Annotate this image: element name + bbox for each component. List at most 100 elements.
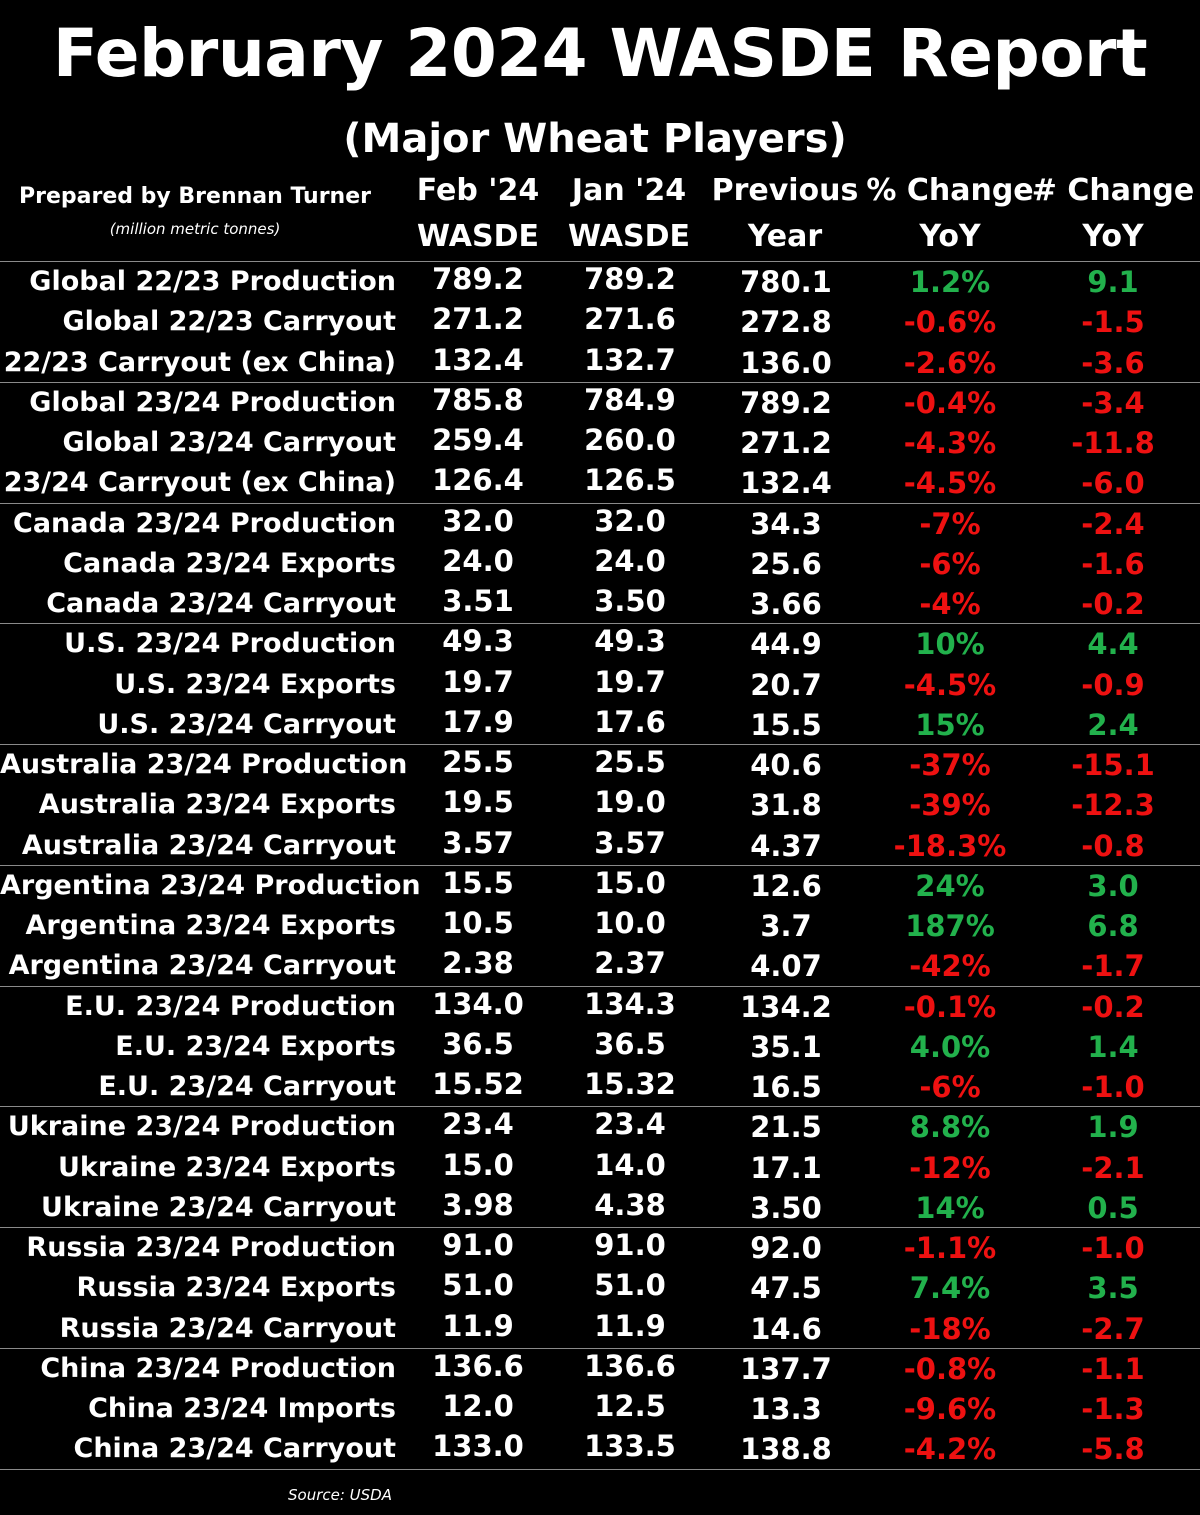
cell-previous-year: 14.6 [750,1311,822,1346]
cell-jan-wasde: 36.5 [594,1026,666,1061]
cell-jan-wasde: 784.9 [584,382,676,417]
cell-pct-change: -0.4% [903,385,997,420]
table-row: Russia 23/24 Production 91.0 91.0 92.0 -1.1%… [0,1228,1200,1268]
group-divider [0,1468,1200,1470]
row-label: U.S. 23/24 Production [64,628,396,660]
cell-previous-year: 20.7 [750,667,822,702]
cell-pct-change: 14% [915,1190,985,1225]
table-row: China 23/24 Production 136.6 136.6 137.7 -0.… [0,1349,1200,1389]
cell-feb-wasde: 49.3 [442,624,514,659]
cell-pct-change: -4.5% [903,466,997,501]
cell-jan-wasde: 260.0 [584,423,676,457]
cell-jan-wasde: 4.38 [594,1187,666,1222]
row-label: Argentina 23/24 Carryout [8,950,396,982]
col-header-jan-line1: Jan '24 [571,173,687,208]
col-header-num-line2: YoY [1082,219,1144,254]
cell-jan-wasde: 51.0 [594,1268,666,1303]
cell-pct-change: -37% [909,748,991,782]
group-divider [0,502,1200,504]
cell-feb-wasde: 271.2 [432,302,524,337]
table-row: Ukraine 23/24 Carryout 3.98 4.38 3.50 14% 0.5 [0,1188,1200,1228]
cell-pct-change: -0.8% [903,1351,997,1386]
cell-feb-wasde: 132.4 [432,342,524,377]
cell-pct-change: -18% [909,1311,991,1346]
cell-jan-wasde: 19.0 [594,785,666,820]
cell-num-change: -2.7 [1081,1311,1145,1346]
cell-feb-wasde: 789.2 [432,262,524,296]
cell-previous-year: 789.2 [740,385,832,420]
col-header-pct: % Change YoY [865,168,1035,260]
cell-previous-year: 132.4 [740,466,832,501]
row-label: Canada 23/24 Exports [63,547,396,579]
cell-previous-year: 134.2 [740,989,832,1024]
cell-num-change: 9.1 [1087,265,1139,299]
cell-num-change: 1.9 [1087,1110,1139,1145]
cell-feb-wasde: 51.0 [442,1268,514,1303]
cell-previous-year: 44.9 [750,627,822,662]
row-label: Russia 23/24 Carryout [59,1312,396,1344]
cell-jan-wasde: 12.5 [594,1389,666,1423]
cell-num-change: -3.4 [1081,385,1145,420]
cell-pct-change: -4.3% [903,426,997,460]
cell-pct-change: -4% [919,587,981,621]
cell-pct-change: -6% [919,1070,981,1104]
cell-num-change: -3.6 [1081,345,1145,380]
cell-num-change: -1.5 [1081,305,1145,340]
table-row: Global 23/24 Production 785.8 784.9 789.2 -0… [0,383,1200,423]
cell-num-change: -2.1 [1081,1150,1145,1185]
cell-feb-wasde: 32.0 [442,503,514,538]
cell-feb-wasde: 785.8 [432,382,524,417]
cell-feb-wasde: 3.98 [442,1187,514,1222]
cell-jan-wasde: 133.5 [584,1429,676,1464]
cell-num-change: -1.3 [1081,1392,1145,1426]
cell-num-change: 0.5 [1087,1190,1139,1225]
cell-num-change: -5.8 [1081,1432,1145,1467]
cell-feb-wasde: 133.0 [432,1429,524,1464]
col-header-prev-line1: Previous [711,173,859,208]
row-label: Global 23/24 Production [29,386,396,418]
cell-pct-change: -1.1% [903,1231,997,1265]
row-label: U.S. 23/24 Exports [114,668,396,700]
cell-previous-year: 3.50 [750,1190,822,1225]
table-row: U.S. 23/24 Production 49.3 49.3 44.9 10% 4.4 [0,624,1200,664]
cell-previous-year: 13.3 [750,1392,822,1426]
row-label: E.U. 23/24 Carryout [98,1071,396,1102]
cell-jan-wasde: 11.9 [594,1308,666,1343]
cell-pct-change: -2.6% [903,345,997,380]
col-header-num: # Change YoY [1028,168,1198,260]
col-header-prev: Previous Year [700,168,870,260]
cell-previous-year: 271.2 [740,426,832,460]
units-note: (million metric tonnes) [109,220,281,238]
row-label: Global 22/23 Production [29,266,396,297]
report-title: February 2024 WASDE Report [52,15,1148,92]
cell-jan-wasde: 136.6 [584,1348,676,1383]
row-label: Global 22/23 Carryout [62,306,396,338]
cell-num-change: -15.1 [1071,748,1155,782]
cell-feb-wasde: 23.4 [442,1107,514,1142]
cell-jan-wasde: 3.57 [594,825,666,860]
cell-jan-wasde: 789.2 [584,262,676,296]
row-label: E.U. 23/24 Exports [115,1030,396,1062]
prepared-by: Prepared by Brennan Turner [19,184,371,209]
table-row: Australia 23/24 Exports 19.5 19.0 31.8 -39% -… [0,785,1200,825]
row-label: Argentina 23/24 Production [0,869,421,901]
table-row: Canada 23/24 Exports 24.0 24.0 25.6 -6% -1.6 [0,544,1200,584]
cell-jan-wasde: 19.7 [594,664,666,699]
table-row: Argentina 23/24 Exports 10.5 10.0 3.7 187% 6.… [0,906,1200,946]
cell-pct-change: 187% [905,909,995,943]
cell-previous-year: 16.5 [750,1070,822,1104]
group-divider [0,1106,1200,1108]
cell-previous-year: 35.1 [750,1029,822,1064]
cell-num-change: -1.1 [1081,1351,1145,1386]
cell-previous-year: 138.8 [740,1432,832,1467]
row-label: Ukraine 23/24 Exports [57,1151,396,1183]
cell-feb-wasde: 24.0 [442,543,514,578]
cell-pct-change: -18.3% [893,828,1007,863]
cell-feb-wasde: 91.0 [442,1228,514,1262]
row-label: U.S. 23/24 Carryout [97,708,396,740]
cell-num-change: -0.2 [1081,989,1145,1024]
cell-feb-wasde: 12.0 [442,1389,514,1423]
table-row: Global 22/23 Production 789.2 789.2 780.1 1.… [0,262,1200,302]
col-header-feb-line2: WASDE [417,219,539,254]
cell-jan-wasde: 132.7 [584,342,676,377]
